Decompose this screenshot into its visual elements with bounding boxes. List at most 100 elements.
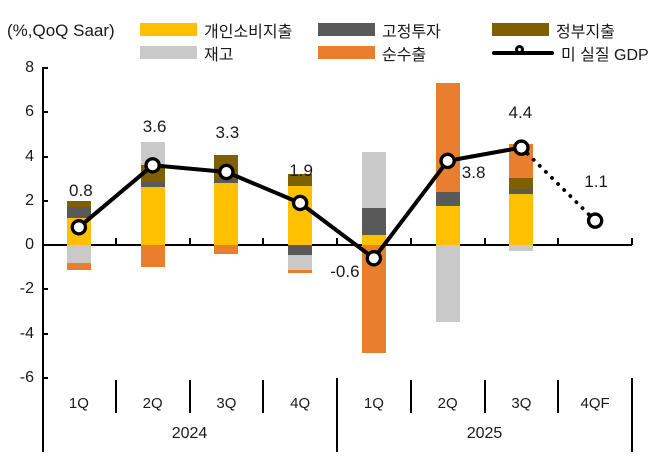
year-separator	[631, 378, 633, 452]
x-axis-tick	[557, 238, 560, 245]
gdp-value-label: 1.9	[289, 160, 313, 180]
x-axis-quarter-label: 4QF	[580, 395, 610, 412]
y-axis-tick	[42, 376, 48, 379]
bar-segment	[509, 245, 534, 251]
y-axis-tick-label: -6	[19, 368, 34, 386]
y-axis-tick	[42, 288, 48, 291]
y-axis-tick	[42, 199, 48, 202]
bar-segment	[66, 262, 91, 271]
bar-segment	[140, 165, 165, 182]
legend-item-1: 고정투자	[318, 22, 441, 41]
bar-segment	[140, 181, 165, 188]
x-axis-tick	[409, 238, 412, 245]
bar-segment	[66, 218, 91, 245]
y-axis-tick-label: -2	[19, 280, 34, 298]
bar-segment	[214, 183, 239, 245]
x-axis-quarter-label: 2Q	[142, 395, 163, 412]
y-axis-tick	[42, 67, 48, 69]
bar-segment	[288, 186, 313, 245]
gdp-value-label: 3.3	[215, 122, 240, 142]
x-axis-tick	[336, 238, 338, 245]
axis-unit-label: (%,QoQ Saar)	[7, 21, 115, 40]
bar-segment	[140, 187, 165, 245]
year-separator	[336, 378, 338, 452]
bar-segment	[435, 245, 460, 323]
legend-swatch-icon	[318, 23, 375, 36]
gdp-value-label: 4.4	[508, 102, 533, 122]
quarter-separator	[188, 380, 191, 413]
y-axis-line	[42, 68, 44, 452]
gdp-point-marker	[586, 212, 604, 229]
legend-item-label: 순수출	[382, 46, 427, 64]
bar-segment	[288, 270, 313, 273]
gdp-value-label: 1.1	[584, 171, 608, 191]
x-axis-quarter-label: 1Q	[68, 395, 89, 412]
bar-segment	[140, 142, 165, 166]
x-axis-quarter-label: 3Q	[216, 395, 237, 412]
bar-segment	[66, 200, 91, 208]
bar-segment	[214, 155, 239, 179]
gdp-value-label: -0.6	[330, 262, 360, 282]
legend-swatch-icon	[318, 46, 375, 59]
legend-item-3: 재고	[140, 45, 233, 64]
quarter-separator	[409, 380, 412, 413]
y-axis-tick	[42, 332, 48, 335]
bar-segment	[361, 152, 386, 209]
bar-segment	[361, 245, 386, 354]
bar-segment	[509, 177, 534, 189]
bar-segment	[361, 208, 386, 236]
bar-segment	[509, 194, 534, 245]
legend-item-label: 재고	[204, 46, 234, 64]
y-axis-tick-label: 6	[25, 103, 34, 121]
bar-segment	[66, 207, 91, 219]
quarter-separator	[483, 380, 486, 413]
legend-item-label: 미 실질 GDP	[561, 46, 649, 64]
legend-item-label: 고정투자	[382, 23, 441, 41]
legend-swatch-icon	[140, 46, 197, 59]
legend-item-4: 순수출	[318, 45, 426, 64]
bar-segment	[435, 206, 460, 245]
x-axis-year-label: 2024	[171, 425, 208, 442]
quarter-separator	[557, 380, 560, 413]
x-axis-quarter-label: 3Q	[511, 395, 532, 412]
bar-segment	[288, 245, 313, 255]
x-axis-tick	[631, 238, 633, 245]
gdp-value-label: 3.8	[461, 162, 486, 182]
y-axis-tick-label: -4	[19, 324, 34, 342]
bar-segment	[288, 254, 313, 271]
quarter-separator	[114, 380, 117, 413]
y-axis-tick	[42, 111, 48, 114]
bar-segment	[509, 144, 534, 178]
quarter-separator	[262, 380, 265, 413]
y-axis-tick-label: 2	[25, 191, 34, 209]
bar-segment	[214, 245, 239, 254]
x-axis-year-label: 2025	[466, 425, 503, 442]
legend-item-5: 미 실질 GDP	[492, 45, 649, 64]
bar-segment	[509, 188, 534, 195]
bar-segment	[140, 245, 165, 268]
gdp-value-label: 3.6	[142, 117, 167, 137]
x-axis-quarter-label: 1Q	[363, 395, 384, 412]
bar-segment	[435, 191, 460, 207]
legend-item-label: 정부지출	[556, 23, 615, 41]
x-axis-tick	[114, 238, 117, 245]
bar-segment	[214, 178, 239, 184]
bar-segment	[361, 235, 386, 245]
bar-segment	[435, 83, 460, 192]
legend-item-label: 개인소비지출	[204, 23, 293, 41]
gdp-value-label: 0.8	[69, 181, 93, 201]
x-axis-tick	[483, 238, 486, 245]
x-axis-tick	[262, 238, 265, 245]
y-axis-tick-label: 0	[25, 236, 34, 253]
y-axis-tick-label: 4	[25, 147, 34, 165]
legend-swatch-icon	[492, 23, 549, 36]
x-axis-quarter-label: 2Q	[437, 395, 458, 412]
y-axis-tick	[42, 155, 48, 158]
x-axis-tick	[188, 238, 191, 245]
legend-item-0: 개인소비지출	[140, 22, 292, 41]
bar-segment	[66, 245, 91, 263]
